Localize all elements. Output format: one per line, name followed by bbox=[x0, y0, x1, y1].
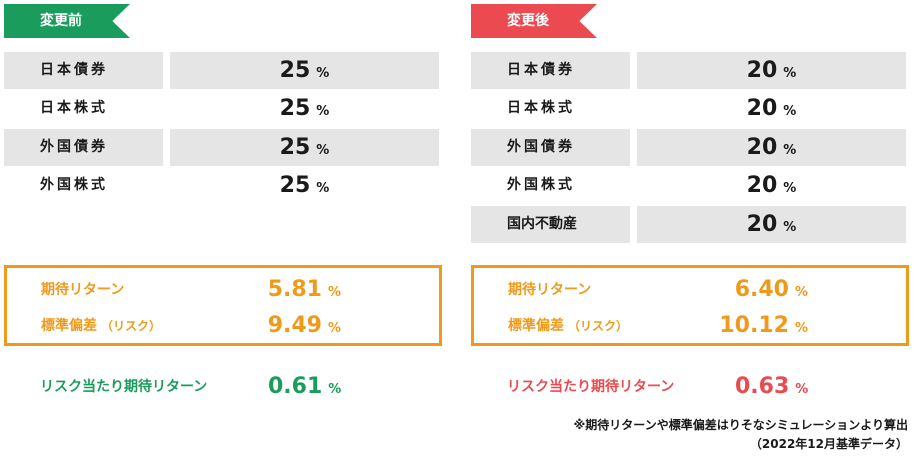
allocation-row: 日本株式 25% bbox=[4, 90, 439, 127]
risk-return-value-cell: 0.61% bbox=[268, 368, 341, 406]
asset-value-cell: 25% bbox=[170, 90, 439, 127]
asset-value: 25 bbox=[279, 96, 311, 121]
unit: % bbox=[316, 181, 330, 196]
asset-label: 外国債券 bbox=[4, 129, 163, 166]
expected-return-row: 期待リターン 5.81% bbox=[7, 272, 439, 308]
std-dev-value-cell: 9.49% bbox=[268, 308, 341, 344]
unit: % bbox=[316, 66, 330, 81]
expected-return-label: 期待リターン bbox=[41, 282, 125, 298]
std-dev-sub-label: （リスク） bbox=[568, 319, 629, 333]
asset-label: 日本債券 bbox=[4, 52, 163, 89]
asset-label: 外国債券 bbox=[471, 129, 630, 166]
unit: % bbox=[327, 321, 341, 336]
asset-label: 国内不動産 bbox=[471, 206, 630, 243]
unit: % bbox=[783, 143, 797, 158]
expected-return-row: 期待リターン 6.40% bbox=[474, 272, 906, 308]
unit: % bbox=[794, 321, 808, 336]
asset-value: 20 bbox=[746, 96, 778, 121]
std-dev-label: 標準偏差 bbox=[508, 318, 564, 334]
std-dev-value: 10.12 bbox=[719, 313, 789, 338]
allocation-row: 日本株式 20% bbox=[471, 90, 906, 127]
risk-return-row: リスク当たり期待リターン 0.63% bbox=[471, 368, 909, 406]
after-panel: 変更後 日本債券 20% 日本株式 20% 外国債券 20% 外国株式 20% … bbox=[471, 0, 912, 456]
std-dev-value: 9.49 bbox=[267, 313, 322, 338]
asset-value-cell: 20% bbox=[637, 52, 906, 89]
asset-value: 25 bbox=[279, 135, 311, 160]
allocation-row: 日本債券 20% bbox=[471, 52, 906, 89]
asset-value-cell: 20% bbox=[637, 90, 906, 127]
asset-label: 外国株式 bbox=[507, 177, 575, 193]
expected-return-value-cell: 6.40% bbox=[735, 272, 808, 308]
unit: % bbox=[783, 181, 797, 196]
asset-label: 日本株式 bbox=[40, 100, 108, 116]
asset-value-cell: 20% bbox=[637, 167, 906, 204]
allocation-row: 日本債券 25% bbox=[4, 52, 439, 89]
std-dev-row: 標準偏差 （リスク） 10.12% bbox=[474, 308, 906, 344]
risk-return-value: 0.63 bbox=[735, 374, 790, 399]
allocation-row: 外国債券 25% bbox=[4, 129, 439, 166]
unit: % bbox=[327, 285, 341, 300]
asset-value: 20 bbox=[746, 58, 778, 83]
std-dev-label-group: 標準偏差 （リスク） bbox=[508, 308, 628, 344]
allocation-row: 外国株式 25% bbox=[4, 167, 439, 204]
metrics-box: 期待リターン 6.40% 標準偏差 （リスク） 10.12% bbox=[471, 265, 909, 346]
after-tag: 変更後 bbox=[471, 4, 597, 38]
expected-return-value-cell: 5.81% bbox=[268, 272, 341, 308]
std-dev-value-cell: 10.12% bbox=[719, 308, 808, 344]
asset-label: 日本債券 bbox=[471, 52, 630, 89]
footnote: ※期待リターンや標準偏差はりそなシミュレーションより算出 （2022年12月基準… bbox=[574, 416, 908, 454]
asset-label: 外国株式 bbox=[40, 177, 108, 193]
footnote-line: （2022年12月基準データ） bbox=[749, 437, 908, 451]
expected-return-value: 6.40 bbox=[734, 277, 789, 302]
asset-value-cell: 20% bbox=[637, 129, 906, 166]
asset-value-cell: 25% bbox=[170, 167, 439, 204]
std-dev-row: 標準偏差 （リスク） 9.49% bbox=[7, 308, 439, 344]
unit: % bbox=[316, 104, 330, 119]
std-dev-sub-label: （リスク） bbox=[101, 319, 162, 333]
unit: % bbox=[795, 382, 809, 397]
unit: % bbox=[783, 66, 797, 81]
expected-return-label: 期待リターン bbox=[508, 282, 592, 298]
risk-return-row: リスク当たり期待リターン 0.61% bbox=[4, 368, 442, 406]
std-dev-label: 標準偏差 bbox=[41, 318, 97, 334]
allocation-row: 外国株式 20% bbox=[471, 167, 906, 204]
before-tag: 変更前 bbox=[4, 4, 130, 38]
before-panel: 変更前 日本債券 25% 日本株式 25% 外国債券 25% 外国株式 25% … bbox=[4, 0, 445, 456]
asset-label: 日本株式 bbox=[507, 100, 575, 116]
metrics-box: 期待リターン 5.81% 標準偏差 （リスク） 9.49% bbox=[4, 265, 442, 346]
risk-return-value: 0.61 bbox=[268, 374, 323, 399]
expected-return-value: 5.81 bbox=[267, 277, 322, 302]
unit: % bbox=[783, 104, 797, 119]
footnote-line: ※期待リターンや標準偏差はりそなシミュレーションより算出 bbox=[573, 418, 908, 432]
asset-value: 20 bbox=[746, 173, 778, 198]
unit: % bbox=[794, 285, 808, 300]
allocation-row: 外国債券 20% bbox=[471, 129, 906, 166]
risk-return-label: リスク当たり期待リターン bbox=[507, 379, 675, 395]
asset-value: 25 bbox=[279, 173, 311, 198]
risk-return-value-cell: 0.63% bbox=[735, 368, 808, 406]
allocation-row: 国内不動産 20% bbox=[471, 206, 906, 243]
asset-value: 20 bbox=[746, 212, 778, 237]
unit: % bbox=[316, 143, 330, 158]
std-dev-label-group: 標準偏差 （リスク） bbox=[41, 308, 161, 344]
asset-value-cell: 25% bbox=[170, 129, 439, 166]
asset-value-cell: 20% bbox=[637, 206, 906, 243]
asset-value-cell: 25% bbox=[170, 52, 439, 89]
unit: % bbox=[783, 220, 797, 235]
unit: % bbox=[328, 382, 342, 397]
risk-return-label: リスク当たり期待リターン bbox=[40, 379, 208, 395]
asset-value: 25 bbox=[279, 58, 311, 83]
asset-value: 20 bbox=[746, 135, 778, 160]
